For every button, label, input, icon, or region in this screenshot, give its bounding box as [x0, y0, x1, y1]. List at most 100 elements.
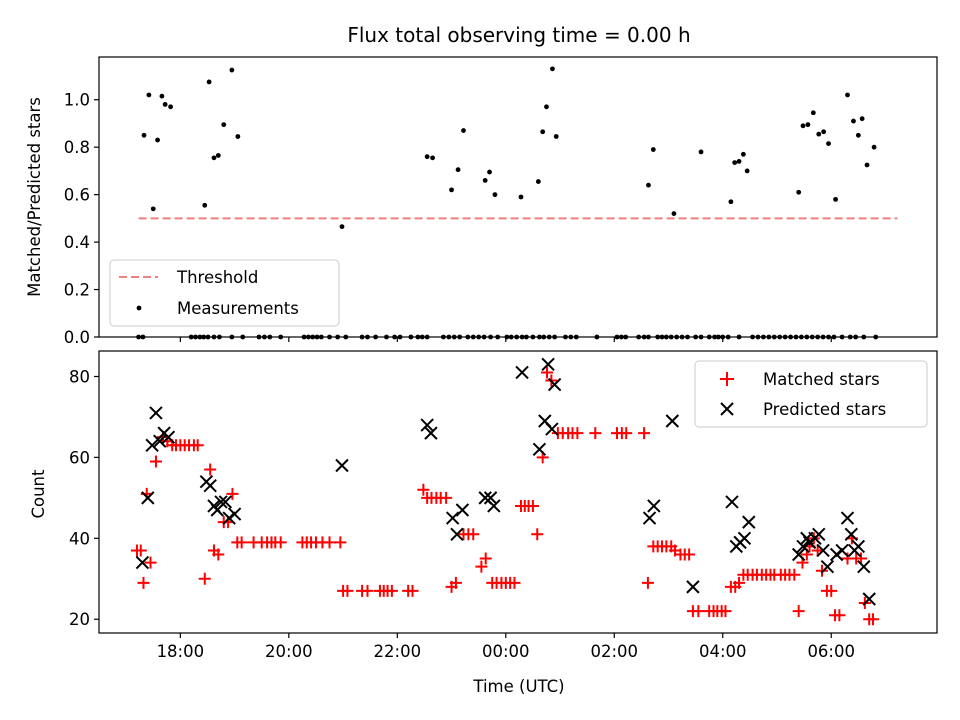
measurement-point: [553, 134, 559, 139]
matched-star-point: [571, 427, 584, 440]
matched-star-point: [620, 427, 633, 440]
matched-star-point: [417, 483, 430, 496]
bottom-legend-box: [694, 360, 928, 428]
measurement-point: [859, 116, 865, 122]
predicted-star-point: [149, 406, 163, 420]
measurement-point: [430, 155, 435, 161]
matched-star-point: [204, 463, 217, 476]
top-y-tick-label: 0.0: [64, 328, 90, 347]
measurement-point: [155, 137, 160, 143]
predicted-star-point: [424, 426, 438, 440]
matched-star-point: [440, 491, 453, 504]
predicted-star-point: [796, 539, 810, 554]
top-legend[interactable]: Threshold Measurements: [109, 259, 340, 327]
measurement-point: [826, 141, 831, 147]
matched-star-point: [137, 576, 150, 589]
matched-star-point: [334, 536, 347, 549]
measurement-point: [821, 129, 827, 135]
predicted-star-point: [214, 495, 228, 509]
measurement-point: [159, 93, 165, 99]
predicted-star-point: [161, 430, 176, 444]
measurement-point: [215, 153, 221, 158]
matched-star-point: [149, 455, 162, 468]
measurement-point: [740, 151, 746, 157]
predicted-star-point: [857, 559, 871, 574]
predicted-star-point: [840, 511, 855, 525]
matched-star-point: [361, 584, 374, 597]
matched-star-point: [508, 576, 521, 589]
predicted-star-point: [742, 515, 756, 529]
measurement-point: [544, 104, 549, 110]
bottom-legend[interactable]: Matched stars Predicted stars: [694, 360, 928, 428]
measurement-point: [339, 224, 345, 230]
measurement-point: [671, 211, 677, 217]
predicted-star-point: [515, 365, 529, 380]
measurement-point: [206, 79, 212, 85]
measurement-point: [487, 169, 492, 175]
measurement-point: [535, 179, 541, 184]
predicted-star-point: [812, 527, 826, 541]
measurement-point: [550, 66, 555, 72]
predicted-star-point: [647, 499, 661, 513]
matched-star-point: [792, 605, 805, 618]
measurement-point: [221, 122, 227, 128]
matched-star-point: [541, 366, 554, 379]
top-legend-box: [109, 259, 340, 327]
x-tick-label: 02:00: [590, 642, 638, 661]
matched-star-point: [719, 605, 732, 618]
legend-matched-swatch: [720, 372, 734, 386]
measurement-point: [833, 196, 838, 202]
predicted-star-point: [487, 499, 501, 513]
predicted-star-point: [455, 503, 470, 517]
predicted-star-point: [335, 458, 349, 473]
measurement-point: [424, 154, 430, 160]
measurement-point: [732, 160, 738, 165]
top-y-tick-label: 0.6: [64, 186, 90, 205]
legend-measurements-label: Measurements: [177, 299, 299, 318]
predicted-star-point: [862, 592, 876, 606]
measurement-point: [168, 104, 173, 110]
measurement-point: [235, 134, 241, 139]
bottom-y-tick-label: 80: [69, 367, 90, 386]
top-y-tick-label: 0.4: [64, 233, 90, 252]
matched-star-point: [479, 552, 492, 565]
predicted-star-point: [665, 414, 680, 428]
legend-predicted-label: Predicted stars: [763, 400, 886, 419]
chart-title: Flux total observing time = 0.00 h: [347, 23, 690, 47]
bottom-axes-frame: [98, 350, 938, 634]
measurement-point: [482, 177, 488, 183]
matched-star-point: [341, 584, 354, 597]
measurement-point: [162, 102, 168, 107]
predicted-star-point: [737, 531, 752, 546]
top-panel: Matched/Predicted stars 0.0 0.2 0.4 0.6 0.8 1…: [25, 56, 938, 347]
matched-star-point: [526, 499, 539, 512]
matched-star-point: [198, 572, 211, 585]
x-tick-label: 04:00: [699, 642, 747, 661]
predicted-star-point: [725, 495, 739, 509]
predicted-star-point: [153, 434, 167, 448]
matched-star-point: [406, 584, 419, 597]
legend-threshold-label: Threshold: [176, 268, 258, 287]
measurement-point: [150, 206, 156, 212]
measurement-point: [698, 149, 704, 155]
matched-star-point: [531, 528, 544, 541]
top-axes-frame: [98, 56, 938, 338]
measurement-point: [455, 167, 461, 173]
predicted-star-point: [218, 495, 233, 509]
predicted-star-point: [532, 442, 547, 457]
measurement-point: [229, 67, 235, 73]
measurement-point: [211, 155, 217, 161]
matched-star-point: [191, 439, 204, 452]
matched-star-point: [692, 605, 705, 618]
measurement-point: [449, 187, 454, 193]
top-y-axis-label: Matched/Predicted stars: [25, 97, 44, 297]
legend-predicted-swatch: [720, 402, 734, 416]
bottom-plot-area: 20 40 60 80 18:00 20:00 22:00 00:00 02:00 04:00 06…: [69, 357, 879, 661]
predicted-star-point: [820, 559, 835, 574]
x-axis-label: Time (UTC): [472, 677, 564, 696]
matched-star-point: [475, 560, 488, 573]
measurement-point: [141, 132, 147, 138]
predicted-star-point: [135, 555, 150, 570]
